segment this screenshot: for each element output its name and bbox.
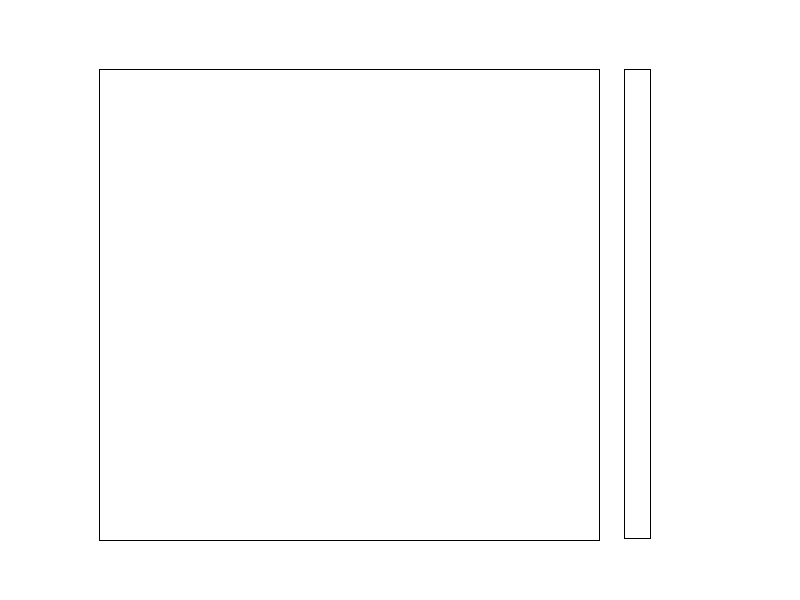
colorbar-canvas — [625, 70, 650, 538]
plot-area — [99, 69, 600, 541]
scatter-canvas — [100, 70, 599, 540]
colorbar — [624, 69, 651, 539]
